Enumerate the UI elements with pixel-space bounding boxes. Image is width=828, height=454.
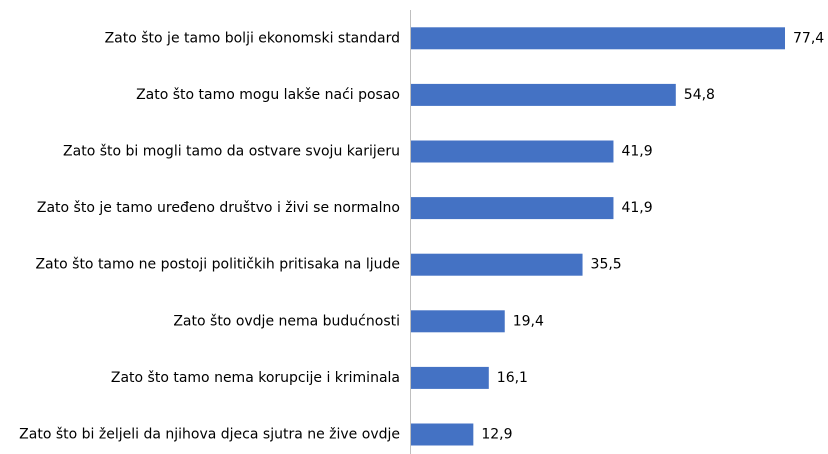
value-label: 54,8 [684, 87, 715, 103]
bar [411, 197, 614, 220]
value-label: 41,9 [621, 200, 652, 216]
bar [411, 366, 489, 389]
category-label: Zato što tamo mogu lakše naći posao [136, 87, 400, 103]
value-label: 77,4 [793, 30, 824, 46]
value-label: 12,9 [481, 427, 512, 443]
bar [411, 310, 505, 333]
category-label: Zato što tamo nema korupcije i kriminala [111, 370, 400, 386]
bar [411, 253, 583, 276]
category-label: Zato što tamo ne postoji političkih prit… [35, 257, 400, 273]
bar [411, 27, 785, 50]
bar [411, 140, 614, 163]
value-label: 16,1 [497, 370, 528, 386]
category-label: Zato što bi željeli da njihova djeca sju… [19, 427, 400, 443]
category-label: Zato što bi mogli tamo da ostvare svoju … [63, 144, 400, 160]
category-label: Zato što je tamo uređeno društvo i živi … [37, 200, 400, 216]
value-label: 41,9 [621, 144, 652, 160]
bar [411, 83, 676, 106]
category-label: Zato što je tamo bolji ekonomski standar… [105, 30, 400, 46]
category-label: Zato što ovdje nema budućnosti [173, 313, 400, 329]
bar [411, 423, 474, 446]
value-label: 35,5 [591, 257, 622, 273]
value-label: 19,4 [513, 313, 544, 329]
